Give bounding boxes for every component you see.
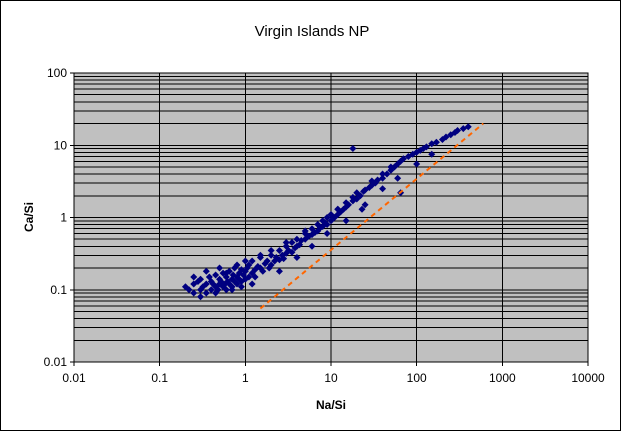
y-tick-label: 1 (60, 211, 67, 225)
data-point (293, 253, 301, 261)
data-point (379, 170, 387, 178)
y-tick-label: 100 (47, 66, 67, 80)
data-point (344, 201, 352, 209)
data-point (358, 205, 366, 213)
data-point (212, 271, 220, 279)
data-point (356, 192, 364, 200)
data-point (267, 261, 275, 269)
data-point (301, 227, 309, 235)
data-point (259, 267, 267, 275)
data-point (275, 267, 283, 275)
data-point (202, 267, 210, 275)
data-point (197, 293, 205, 301)
data-point (256, 251, 264, 259)
data-point (241, 257, 249, 265)
data-point (222, 286, 230, 294)
y-tick-labels: 0.01 0.1 1 10 100 (44, 66, 68, 369)
data-point (422, 143, 430, 151)
data-point (432, 138, 440, 146)
data-point (202, 289, 210, 297)
data-point (464, 123, 472, 131)
y-tick-label: 0.1 (50, 283, 67, 297)
x-tick-label: 100 (407, 371, 427, 385)
data-point (413, 160, 421, 168)
data-point (361, 201, 369, 209)
data-point (267, 251, 275, 259)
data-point (190, 289, 198, 297)
y-tick-label: 10 (54, 138, 68, 152)
data-point (212, 289, 220, 297)
chart-title: Virgin Islands NP (255, 23, 370, 40)
data-point (379, 174, 387, 182)
data-point (288, 248, 296, 256)
data-point (251, 273, 259, 281)
grid-lines (73, 72, 589, 363)
x-tick-label: 0.01 (62, 371, 86, 385)
data-point (442, 133, 450, 141)
data-point (202, 280, 210, 288)
data-point (454, 127, 462, 135)
data-point (383, 170, 391, 178)
data-point (248, 280, 256, 288)
data-point (216, 264, 224, 272)
data-point (263, 257, 271, 265)
data-point (342, 217, 350, 225)
data-point (267, 246, 275, 254)
data-point (282, 239, 290, 247)
data-point (379, 185, 387, 193)
x-tick-label: 10 (324, 371, 338, 385)
data-point (185, 286, 193, 294)
y-axis-label: Ca/Si (22, 202, 36, 232)
data-point (323, 221, 331, 229)
x-tick-labels: 0.01 0.1 1 10 100 1000 10000 (62, 371, 605, 385)
data-point (197, 275, 205, 283)
trendline (259, 122, 484, 310)
data-point (319, 217, 327, 225)
data-point (394, 174, 402, 182)
data-point (323, 230, 331, 238)
x-tick-label: 1000 (489, 371, 516, 385)
data-point (387, 163, 395, 171)
data-point (245, 261, 253, 269)
data-point (248, 257, 256, 265)
data-point (207, 286, 215, 294)
data-point (288, 239, 296, 247)
data-point (428, 150, 436, 158)
data-point (237, 283, 245, 291)
data-point (334, 205, 342, 213)
data-point (233, 261, 241, 269)
data-point (308, 242, 316, 250)
axes (70, 72, 589, 366)
data-point (245, 273, 253, 281)
x-tick-label: 0.1 (151, 371, 168, 385)
data-point (228, 286, 236, 294)
data-point (399, 155, 407, 163)
data-points (181, 123, 472, 301)
data-point (222, 269, 230, 277)
data-point (190, 273, 198, 281)
x-tick-label: 10000 (571, 371, 605, 385)
y-tick-label: 0.01 (44, 355, 68, 369)
x-tick-label: 1 (242, 371, 249, 385)
x-axis-label: Na/Si (316, 398, 346, 412)
data-point (349, 145, 357, 153)
data-point (275, 246, 283, 254)
